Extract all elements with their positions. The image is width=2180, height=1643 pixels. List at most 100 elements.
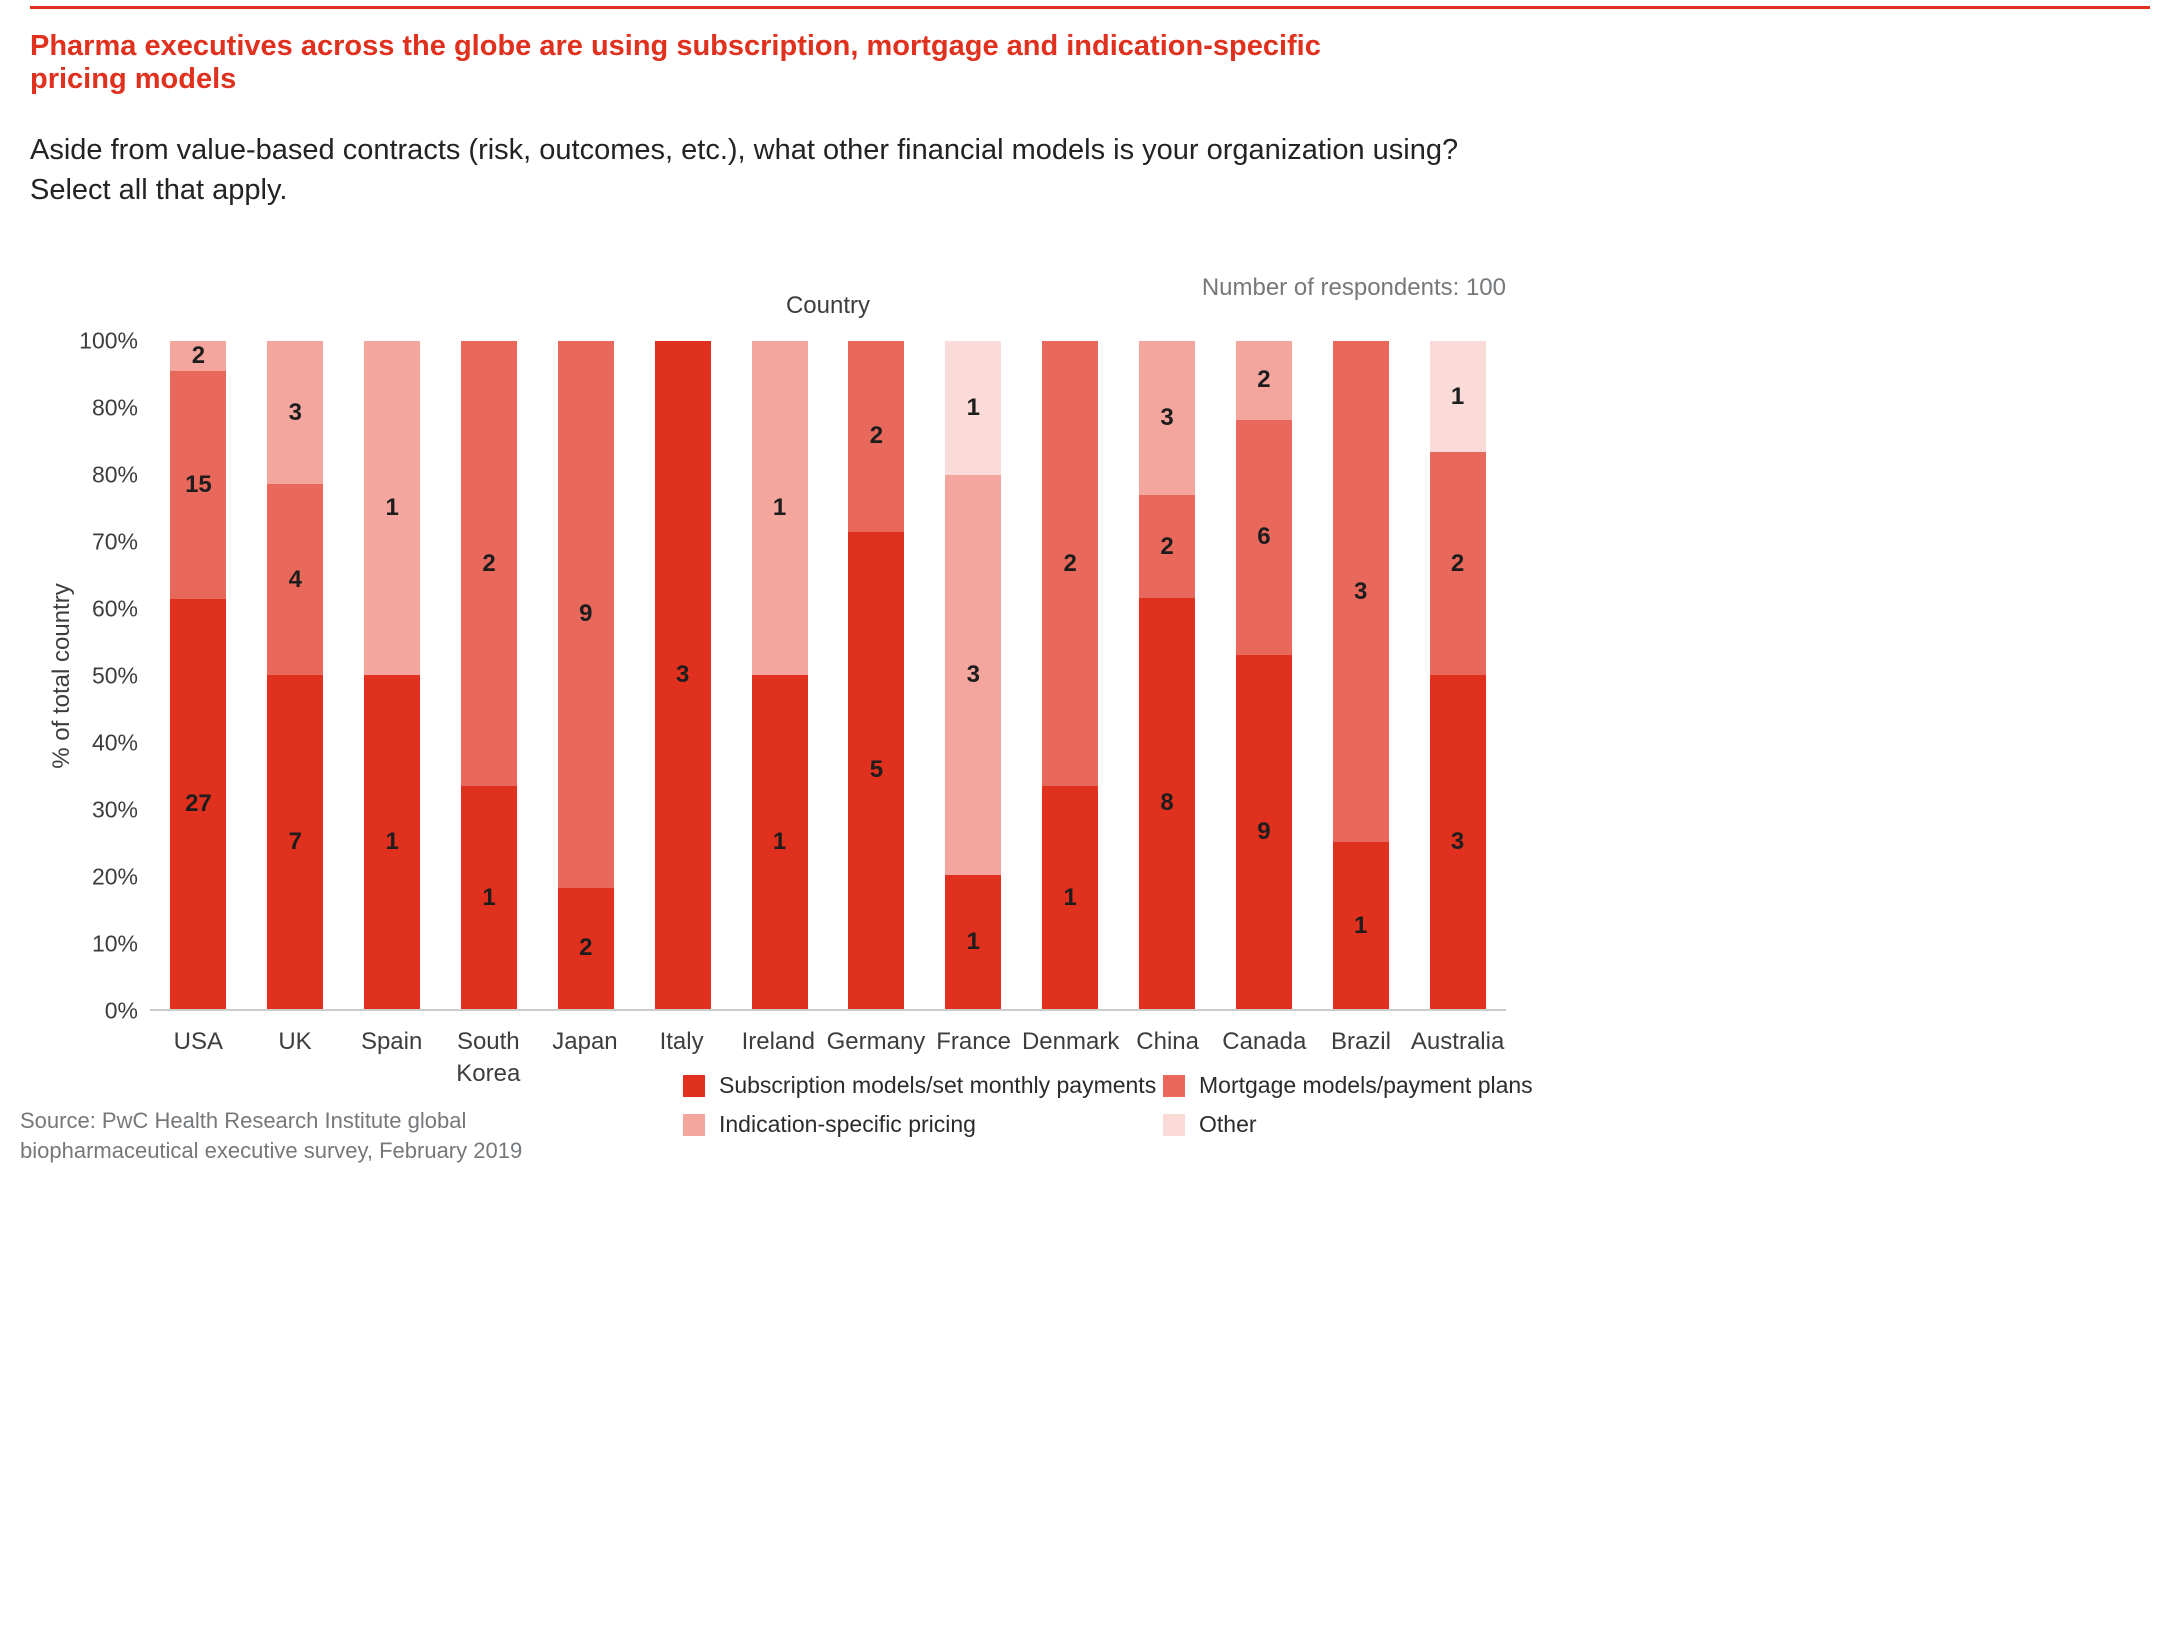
stacked-bar: 27 15 2 xyxy=(170,341,227,1009)
bar-france: 1 3 1 xyxy=(925,341,1022,1009)
segment-value-label: 9 xyxy=(1257,818,1271,846)
segment-value-label: 5 xyxy=(869,756,884,784)
x-tick-label: South Korea xyxy=(456,1028,521,1087)
segment-value-label: 2 xyxy=(1257,366,1271,394)
y-tick-label: 100% xyxy=(79,327,138,354)
y-tick-label: 80% xyxy=(91,394,138,421)
segment-indication: 2 xyxy=(170,341,227,372)
x-tick-label: France xyxy=(936,1028,1011,1055)
segment-mortgage: 6 xyxy=(1235,419,1292,656)
bar-china: 8 2 3 xyxy=(1119,341,1216,1009)
segment-indication: 1 xyxy=(751,341,808,675)
legend-swatch-subscription xyxy=(683,1074,705,1097)
segment-value-label: 2 xyxy=(1160,532,1174,560)
top-rule xyxy=(30,6,2150,9)
stacked-bar: 7 4 3 xyxy=(267,341,324,1009)
segment-value-label: 1 xyxy=(772,828,787,855)
segment-subscription: 1 xyxy=(364,675,421,1009)
segment-value-label: 1 xyxy=(966,393,980,421)
segment-other: 1 xyxy=(945,341,1002,475)
y-axis-ticks: 100% 80% 80% 70% 60% 50% 40% 30% 20% 10% 0% xyxy=(0,328,138,1024)
segment-value-label: 15 xyxy=(185,471,212,499)
segment-value-label: 1 xyxy=(1063,883,1077,911)
segment-indication: 3 xyxy=(1139,341,1196,496)
legend-label-other: Other xyxy=(1199,1111,1257,1137)
x-tick-label: UK xyxy=(278,1028,312,1055)
page-title-line1: Pharma executives across the globe are u… xyxy=(30,30,1321,62)
page-title-line2: pricing models xyxy=(30,63,237,95)
x-tick-label: Australia xyxy=(1410,1028,1505,1055)
source-note: Source: PwC Health Research Institute gl… xyxy=(20,1106,522,1166)
segment-indication: 3 xyxy=(945,474,1002,876)
y-tick-label: 30% xyxy=(91,796,138,823)
segment-subscription: 1 xyxy=(751,675,808,1009)
segment-value-label: 2 xyxy=(1450,549,1465,577)
stacked-bar: 1 3 1 xyxy=(945,341,1002,1009)
plot-area: 27 15 2 7 4 3 1 1 1 2 2 9 3 1 1 5 2 1 3 1 1 2 8 2 3 9 6 2 1 3 3 2 1 xyxy=(150,341,1506,1011)
segment-subscription: 1 xyxy=(1332,842,1389,1009)
y-tick-label: 0% xyxy=(104,997,138,1024)
x-tick-label: Italy xyxy=(659,1028,704,1055)
x-tick-label: Brazil xyxy=(1330,1028,1391,1055)
segment-value-label: 2 xyxy=(191,342,206,370)
x-axis-title: Country xyxy=(785,292,871,319)
respondents-note: Number of respondents: 100 xyxy=(1201,274,1506,301)
y-tick-label: 40% xyxy=(91,729,138,756)
segment-subscription: 1 xyxy=(1042,786,1099,1009)
segment-subscription: 9 xyxy=(1235,655,1292,1009)
segment-value-label: 3 xyxy=(1450,828,1465,855)
question-text: Aside from value-based contracts (risk, … xyxy=(30,130,1458,210)
bar-usa: 27 15 2 xyxy=(150,341,247,1009)
bar-canada: 9 6 2 xyxy=(1215,341,1312,1009)
page-title: Pharma executives across the globe are u… xyxy=(30,30,1321,96)
segment-mortgage: 2 xyxy=(848,341,905,532)
stacked-bar: 9 6 2 xyxy=(1235,341,1292,1009)
segment-subscription: 7 xyxy=(267,675,324,1009)
source-line2: biopharmaceutical executive survey, Febr… xyxy=(20,1138,523,1163)
segment-mortgage: 9 xyxy=(557,341,614,888)
segment-value-label: 1 xyxy=(1354,911,1368,939)
segment-value-label: 8 xyxy=(1160,789,1174,817)
segment-value-label: 9 xyxy=(579,600,593,628)
y-tick-label: 60% xyxy=(91,595,138,622)
question-line2: Select all that apply. xyxy=(30,174,288,206)
segment-value-label: 1 xyxy=(966,928,980,956)
legend: Subscription models/set monthly payments… xyxy=(683,1072,1533,1138)
segment-value-label: 7 xyxy=(288,828,302,855)
segment-value-label: 3 xyxy=(1354,577,1368,605)
segment-value-label: 1 xyxy=(385,494,399,521)
segment-value-label: 1 xyxy=(385,828,399,855)
segment-subscription: 3 xyxy=(1429,675,1486,1009)
legend-label-subscription: Subscription models/set monthly payments xyxy=(719,1072,1157,1098)
segment-other: 1 xyxy=(1429,341,1486,453)
segment-value-label: 1 xyxy=(482,883,496,911)
y-tick-label: 20% xyxy=(91,863,138,890)
stacked-bar: 8 2 3 xyxy=(1139,341,1196,1009)
stacked-bar: 3 2 1 xyxy=(1429,341,1486,1009)
x-axis-labels: USA UK Spain South Korea Japan Italy Ireland Ge… xyxy=(150,1026,1506,1090)
legend-label-mortgage: Mortgage models/payment plans xyxy=(1199,1072,1533,1098)
segment-value-label: 3 xyxy=(676,661,690,688)
y-tick-label: 70% xyxy=(91,528,138,555)
legend-item-mortgage: Mortgage models/payment plans xyxy=(1163,1072,1533,1099)
segment-value-label: 2 xyxy=(482,549,496,577)
bar-italy: 3 xyxy=(634,341,731,1009)
x-tick-label: Germany xyxy=(826,1028,926,1055)
segment-subscription: 1 xyxy=(945,875,1002,1009)
bar-australia: 3 2 1 xyxy=(1409,341,1506,1009)
y-tick-label: 10% xyxy=(91,930,138,957)
source-line1: Source: PwC Health Research Institute gl… xyxy=(20,1108,467,1133)
